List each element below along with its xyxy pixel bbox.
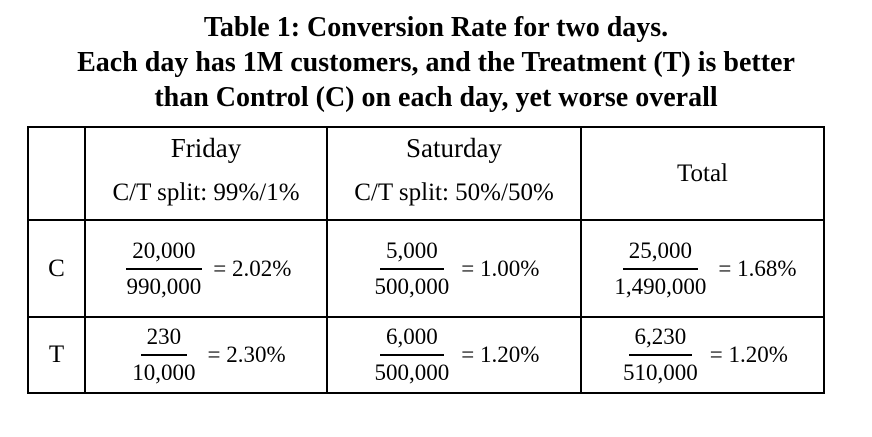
header-day-label: Friday (170, 132, 242, 163)
rate-result: = 1.20% (709, 342, 788, 367)
denominator: 990,000 (126, 273, 202, 299)
numerator: 20,000 (126, 237, 202, 270)
table-row: C 20,000 990,000 = 2.02% 5,000 500,000 =… (27, 219, 825, 318)
rate-expression: 5,000 500,000 = 1.00% (369, 237, 540, 301)
table-caption: Table 1: Conversion Rate for two days. E… (0, 10, 872, 115)
header-total: Total (580, 126, 825, 221)
header-friday: Friday C/T split: 99%/1% (84, 126, 328, 221)
cell-c-total: 25,000 1,490,000 = 1.68% (580, 219, 825, 318)
numerator: 25,000 (622, 237, 699, 270)
rate-result: = 2.30% (207, 342, 286, 367)
header-saturday: Saturday C/T split: 50%/50% (326, 126, 582, 221)
rate-expression: 20,000 990,000 = 2.02% (121, 237, 292, 301)
numerator: 6,000 (380, 323, 444, 356)
denominator: 500,000 (374, 360, 450, 385)
table-row: T 230 10,000 = 2.30% 6,000 500,000 = 1.2… (27, 316, 825, 394)
cell-c-friday: 20,000 990,000 = 2.02% (84, 219, 328, 318)
denominator: 10,000 (132, 360, 196, 385)
caption-line-1: Table 1: Conversion Rate for two days. (203, 12, 669, 43)
header-day-label: Saturday (406, 132, 502, 163)
header-split-label: C/T split: 50%/50% (354, 178, 554, 206)
caption-line-2: Each day has 1M customers, and the Treat… (77, 47, 795, 78)
header-split-label: C/T split: 99%/1% (112, 178, 300, 206)
denominator: 1,490,000 (614, 273, 707, 299)
fraction: 25,000 1,490,000 (608, 237, 712, 301)
rate-expression: 25,000 1,490,000 = 1.68% (608, 237, 796, 301)
fraction: 230 10,000 (126, 323, 201, 387)
cell-t-saturday: 6,000 500,000 = 1.20% (326, 316, 582, 394)
fraction: 5,000 500,000 (369, 237, 456, 301)
fraction: 6,230 510,000 (617, 323, 704, 387)
numerator: 5,000 (380, 237, 444, 270)
cell-c-saturday: 5,000 500,000 = 1.00% (326, 219, 582, 318)
header-total-label: Total (676, 159, 728, 187)
numerator: 6,230 (628, 323, 693, 356)
rate-expression: 230 10,000 = 2.30% (126, 323, 285, 387)
denominator: 500,000 (374, 273, 450, 299)
conversion-rate-table: Friday C/T split: 99%/1% Saturday C/T sp… (27, 126, 825, 394)
rate-result: = 1.20% (461, 342, 540, 367)
corner-cell (27, 126, 86, 221)
header-row: Friday C/T split: 99%/1% Saturday C/T sp… (27, 126, 825, 221)
row-label-c: C (27, 219, 86, 318)
numerator: 230 (140, 323, 188, 356)
cell-t-friday: 230 10,000 = 2.30% (84, 316, 328, 394)
row-label-t: T (27, 316, 86, 394)
rate-expression: 6,000 500,000 = 1.20% (369, 323, 540, 387)
caption-line-3: than Control (C) on each day, yet worse … (154, 82, 718, 113)
rate-expression: 6,230 510,000 = 1.20% (617, 323, 788, 387)
fraction: 20,000 990,000 (121, 237, 208, 301)
fraction: 6,000 500,000 (369, 323, 456, 387)
rate-result: = 1.00% (461, 255, 540, 281)
rate-result: = 1.68% (718, 255, 797, 281)
rate-result: = 2.02% (213, 255, 292, 281)
cell-t-total: 6,230 510,000 = 1.20% (580, 316, 825, 394)
denominator: 510,000 (623, 360, 698, 385)
